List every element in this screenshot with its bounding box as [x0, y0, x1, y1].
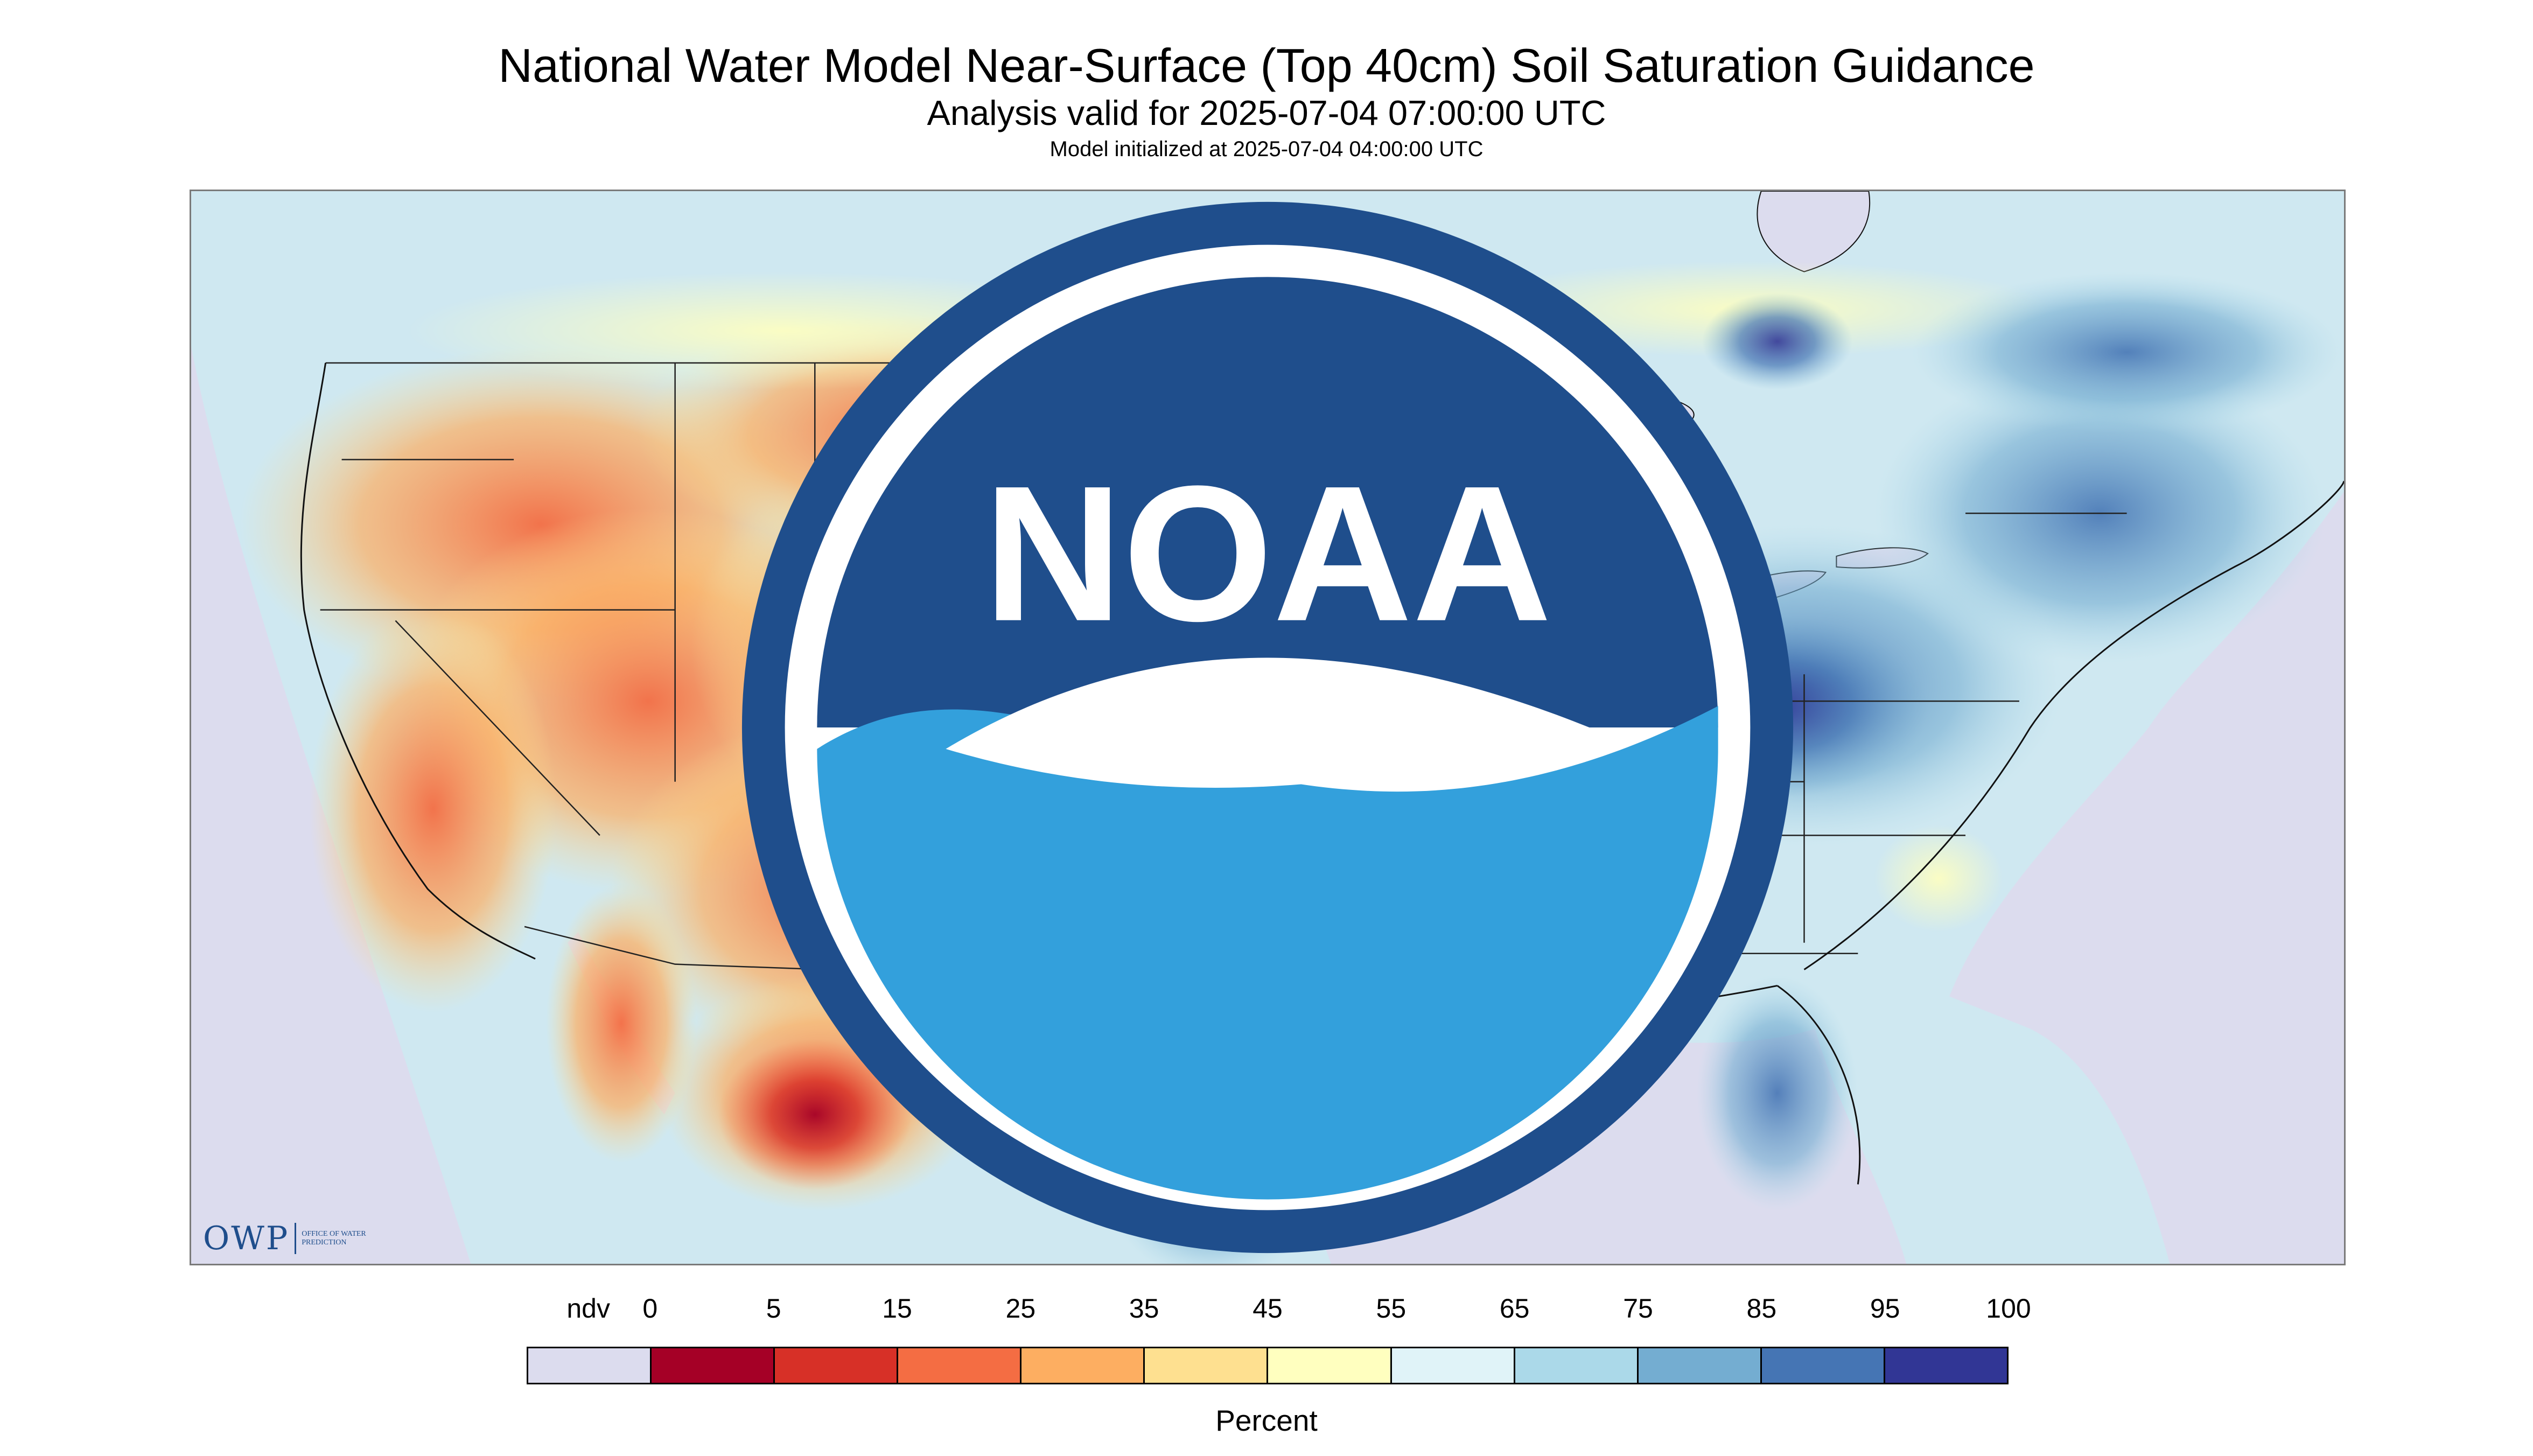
legend-label-9: 75	[1623, 1293, 1653, 1324]
legend-swatch-0	[528, 1348, 652, 1383]
legend-label-5: 35	[1129, 1293, 1159, 1324]
legend-swatch-6	[1268, 1348, 1392, 1383]
noaa-logo-bird	[946, 657, 1590, 788]
legend-swatch-9	[1638, 1348, 1762, 1383]
model-init-time: Model initialized at 2025-07-04 04:00:00…	[1049, 137, 1484, 161]
legend-label-3: 15	[882, 1293, 912, 1324]
wet-florida	[1696, 975, 1858, 1212]
legend-label-0: ndv	[566, 1293, 610, 1324]
legend-swatch-8	[1515, 1348, 1639, 1383]
noaa-logo-text: NOAA	[983, 445, 1552, 661]
state-line-19	[395, 620, 600, 836]
map-title: National Water Model Near-Surface (Top 4…	[498, 39, 2035, 92]
legend-title: Percent	[1215, 1404, 1318, 1437]
color-legend: ndv 0 5 15 25 35 45 55 65 75 85 95 100	[527, 1292, 2031, 1400]
noaa-logo-sky	[817, 277, 1718, 727]
legend-label-12: 100	[1986, 1293, 2031, 1324]
atlantic-coast	[1776, 480, 2344, 1185]
wet-quebec	[1912, 271, 2342, 433]
nodata-atlantic	[1949, 492, 2344, 1264]
legend-label-8: 65	[1499, 1293, 1530, 1324]
soil-saturation-map: OWP Office of Water Prediction NOAA	[190, 190, 2346, 1265]
legend-label-1: 0	[642, 1293, 658, 1324]
owp-logo-text: OWP	[203, 1220, 290, 1257]
very-dry-mexico	[718, 1039, 912, 1190]
dry-baja	[546, 884, 697, 1163]
legend-swatch-11	[1885, 1348, 2007, 1383]
legend-label-7: 55	[1376, 1293, 1407, 1324]
legend-swatch-7	[1391, 1348, 1515, 1383]
owp-logo: OWP Office of Water Prediction	[203, 1220, 382, 1257]
dry-carolina	[1874, 824, 2003, 932]
noaa-logo: NOAA	[741, 201, 1794, 1254]
very-wet-ontario	[1702, 293, 1853, 390]
analysis-valid-time: Analysis valid for 2025-07-04 07:00:00 U…	[927, 93, 1606, 132]
legend-color-bar	[527, 1347, 2009, 1384]
noaa-logo-wave	[817, 706, 1718, 1200]
legend-tick-labels: ndv 0 5 15 25 35 45 55 65 75 85 95 100	[527, 1292, 2031, 1330]
legend-label-2: 5	[766, 1293, 781, 1324]
legend-label-4: 25	[1005, 1293, 1036, 1324]
legend-swatch-5	[1145, 1348, 1269, 1383]
owp-logo-divider	[295, 1223, 297, 1254]
legend-swatch-4	[1021, 1348, 1145, 1383]
legend-label-6: 45	[1252, 1293, 1283, 1324]
pacific-coast	[300, 362, 536, 960]
owp-logo-subtext: Office of Water Prediction	[302, 1230, 366, 1247]
legend-swatch-3	[898, 1348, 1022, 1383]
legend-swatch-1	[652, 1348, 775, 1383]
legend-label-10: 85	[1746, 1293, 1777, 1324]
nodata-west	[191, 347, 471, 1264]
legend-label-11: 95	[1870, 1293, 1900, 1324]
legend-swatch-10	[1761, 1348, 1885, 1383]
dry-california	[309, 604, 557, 1013]
legend-swatch-2	[775, 1348, 899, 1383]
